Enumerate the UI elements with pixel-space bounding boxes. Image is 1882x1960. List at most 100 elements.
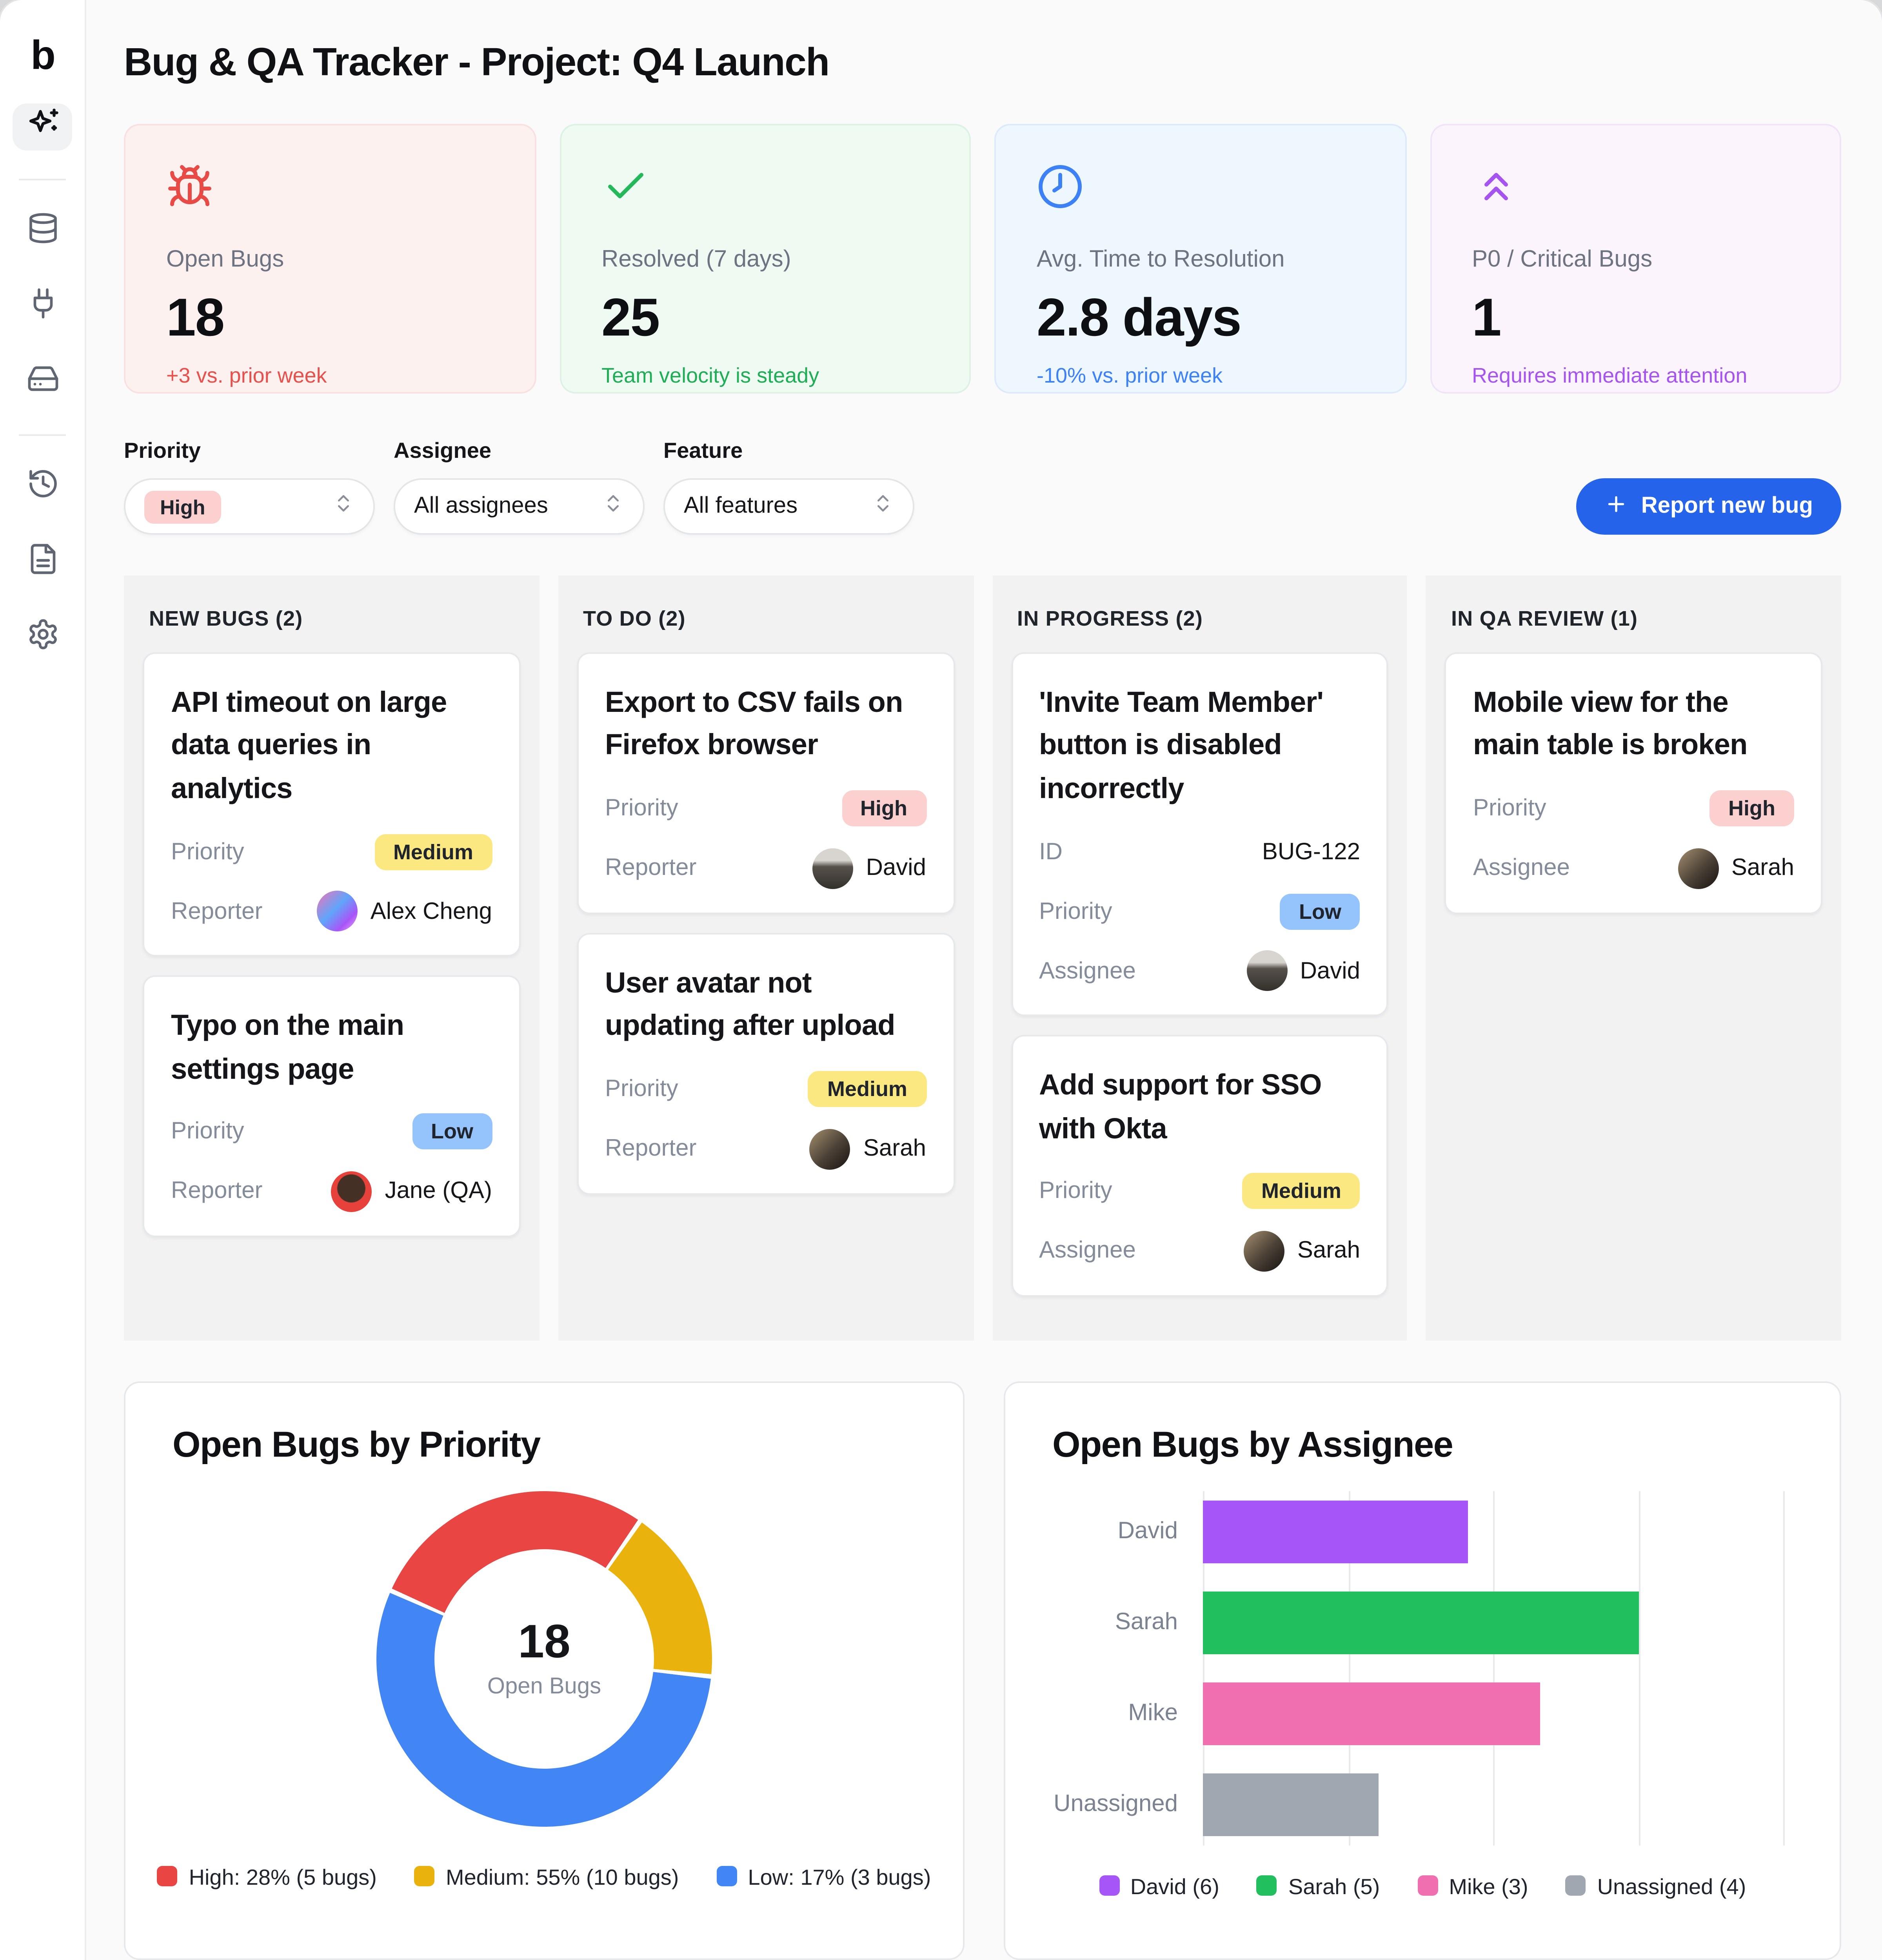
chevrons-up-down-icon: [872, 492, 894, 521]
bug-card-field: Priority Low: [1039, 891, 1360, 932]
plus-icon: [1605, 492, 1629, 521]
sidebar-divider: [19, 434, 66, 436]
document-icon: [26, 543, 59, 583]
field-label: Priority: [171, 838, 244, 865]
assignee-select[interactable]: All assignees: [394, 478, 645, 535]
stat-card-critical-bugs: P0 / Critical Bugs 1 Requires immediate …: [1430, 124, 1841, 394]
person-name: Sarah: [1297, 1238, 1360, 1265]
chevrons-up-down-icon: [602, 492, 624, 521]
legend-label: Medium: 55% (10 bugs): [445, 1864, 679, 1889]
bug-card-field: Priority Low: [171, 1112, 492, 1152]
assignee-bar-chart: David Sarah Mike Unassigned: [1052, 1491, 1793, 1846]
bug-card-field: Reporter Sarah: [605, 1128, 926, 1169]
hard-drive-icon: [26, 362, 59, 403]
kanban-board: NEW BUGS (2) API timeout on large data qu…: [124, 575, 1841, 1341]
priority-badge: Medium: [808, 1071, 926, 1107]
field-label: Reporter: [605, 855, 697, 882]
field-label: Priority: [605, 1076, 678, 1102]
bug-card-field: Priority Medium: [1039, 1171, 1360, 1212]
bug-card-title: Export to CSV fails on Firefox browser: [605, 685, 903, 761]
gridline: [1493, 1491, 1495, 1846]
person-value: Sarah: [1244, 1230, 1360, 1272]
bug-card[interactable]: Typo on the main settings page Priority Lo…: [143, 975, 520, 1237]
sidebar-item-database[interactable]: [13, 209, 72, 256]
bug-card-field: Priority High: [605, 788, 926, 829]
priority-badge: High: [841, 791, 926, 827]
bug-card-field: Reporter Alex Cheng: [171, 891, 492, 932]
bug-card[interactable]: API timeout on large data queries in ana…: [143, 652, 520, 957]
check-icon: [601, 173, 649, 216]
main-content: Bug & QA Tracker - Project: Q4 Launch Op…: [86, 0, 1882, 1960]
assignee-plot: [1203, 1491, 1785, 1846]
legend-item: David (6): [1099, 1874, 1219, 1899]
assignee-chart-title: Open Bugs by Assignee: [1052, 1423, 1453, 1465]
report-new-bug-label: Report new bug: [1641, 494, 1813, 519]
priority-select[interactable]: High: [124, 478, 375, 535]
filters-row: Priority High Assignee All assignees Fea…: [124, 437, 1841, 535]
legend-label: High: 28% (5 bugs): [189, 1864, 377, 1889]
bar-label: Unassigned: [1054, 1790, 1178, 1817]
legend-label: Mike (3): [1449, 1873, 1528, 1899]
bug-card[interactable]: Export to CSV fails on Firefox browser Pr…: [577, 652, 954, 914]
stat-card-open-bugs: Open Bugs 18 +3 vs. prior week: [124, 124, 536, 394]
person-name: David: [1300, 957, 1360, 984]
sidebar-item-storage[interactable]: [13, 359, 72, 406]
feature-select[interactable]: All features: [663, 478, 914, 535]
stats-row: Open Bugs 18 +3 vs. prior week Resolved …: [124, 124, 1841, 394]
stat-delta: Team velocity is steady: [601, 364, 819, 387]
field-label: Assignee: [1039, 957, 1136, 984]
legend-swatch: [1099, 1876, 1119, 1896]
bug-card[interactable]: Mobile view for the main table is broken…: [1445, 652, 1822, 914]
sidebar-item-history[interactable]: [13, 464, 72, 511]
avatar: [1678, 848, 1719, 889]
legend-label: David (6): [1130, 1873, 1219, 1899]
history-icon: [26, 467, 59, 508]
sidebar-item-settings[interactable]: [13, 615, 72, 662]
sidebar-item-integrations[interactable]: [13, 284, 72, 331]
field-label: Assignee: [1039, 1238, 1136, 1265]
bar: [1203, 1591, 1638, 1654]
priority-badge: Medium: [1242, 1173, 1360, 1210]
chevrons-up-icon: [1472, 173, 1519, 216]
chevrons-up-down-icon: [332, 492, 354, 521]
stat-card-avg-resolution: Avg. Time to Resolution 2.8 days -10% vs…: [994, 124, 1406, 394]
kanban-column-title: IN QA REVIEW (1): [1451, 607, 1638, 630]
legend-item: Sarah (5): [1257, 1874, 1380, 1899]
gridline: [1203, 1491, 1204, 1846]
kanban-column: TO DO (2) Export to CSV fails on Firefox …: [558, 575, 973, 1341]
priority-badge: Low: [412, 1114, 492, 1150]
kanban-column-title: IN PROGRESS (2): [1017, 607, 1203, 630]
person-value: Alex Cheng: [317, 891, 492, 932]
report-new-bug-button[interactable]: Report new bug: [1577, 478, 1841, 535]
clock-icon: [1037, 165, 1084, 216]
stat-value: 2.8 days: [1037, 289, 1242, 348]
avatar: [1244, 1230, 1285, 1272]
field-label: Assignee: [1473, 855, 1570, 882]
bug-card-field: Assignee David: [1039, 950, 1360, 991]
field-label: Priority: [1039, 898, 1112, 925]
bug-card[interactable]: 'Invite Team Member' button is disabled …: [1011, 652, 1388, 1016]
sidebar-item-documents[interactable]: [13, 539, 72, 586]
legend-swatch: [1566, 1876, 1586, 1896]
gridline: [1783, 1491, 1785, 1846]
kanban-column: IN PROGRESS (2) 'Invite Team Member' butt…: [992, 575, 1407, 1341]
priority-chart-title: Open Bugs by Priority: [173, 1423, 541, 1465]
bug-card[interactable]: User avatar not updating after upload Pri…: [577, 933, 954, 1194]
bar-label: Sarah: [1115, 1608, 1178, 1635]
avatar: [812, 848, 854, 889]
bug-card-field: Assignee Sarah: [1473, 848, 1794, 889]
legend-swatch: [1417, 1876, 1438, 1896]
bug-card[interactable]: Add support for SSO with Okta Priority Med…: [1011, 1035, 1388, 1297]
stat-label: Open Bugs: [166, 246, 284, 273]
legend-item: Mike (3): [1417, 1874, 1528, 1899]
filter-assignee: Assignee All assignees: [394, 437, 645, 535]
charts-row: Open Bugs by Priority 18 Open Bugs High:…: [124, 1381, 1841, 1960]
filter-label: Priority: [124, 437, 201, 463]
bug-card-title: Add support for SSO with Okta: [1039, 1068, 1322, 1144]
sidebar-item-dashboard[interactable]: [13, 103, 72, 151]
stat-label: Avg. Time to Resolution: [1037, 246, 1285, 273]
sidebar-divider: [19, 179, 66, 180]
gridline: [1638, 1491, 1640, 1846]
legend-label: Unassigned (4): [1597, 1873, 1746, 1899]
